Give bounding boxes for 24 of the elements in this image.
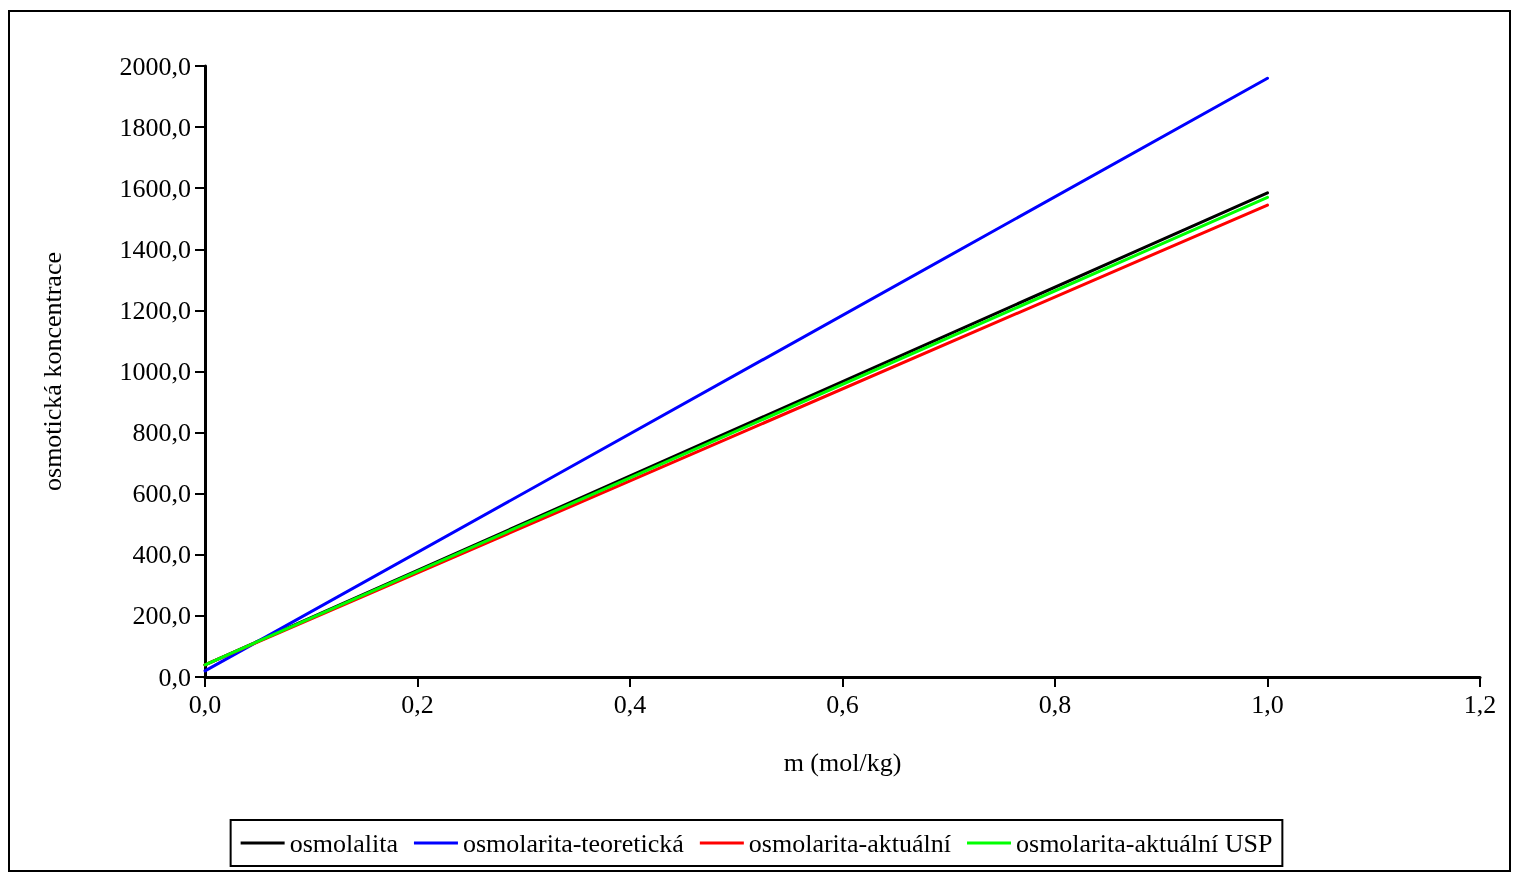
y-tick-label: 1000,0 [119,357,191,386]
legend-label: osmolarita-teoretická [462,828,685,858]
y-tick-label: 200,0 [132,601,191,631]
y-tick-label: 1200,0 [119,295,191,325]
x-tick-label: 1,2 [1463,689,1497,719]
x-axis-title: m (mol/kg) [783,747,902,777]
y-tick-label: 2000,0 [119,51,191,81]
x-tick-label: 0,4 [613,689,647,719]
legend-label: osmolarita-aktuální [748,828,952,858]
y-tick-label: 600,0 [132,479,191,509]
y-tick-label: 1800,0 [119,112,191,142]
x-tick-label: 0,6 [826,689,859,719]
y-tick-label: 800,0 [132,418,191,448]
x-tick-label: 0,8 [1038,689,1072,719]
y-tick-label: 1600,0 [119,173,191,203]
x-tick-label: 0,2 [401,689,434,719]
y-tick-label: 0,0 [158,662,191,692]
y-tick-label: 1400,0 [119,234,191,264]
legend-label: osmolalita [289,828,399,858]
y-tick-label: 400,0 [132,540,191,570]
legend-label: osmolarita-aktuální USP [1016,828,1273,858]
x-tick-label: 1,0 [1251,689,1284,719]
x-tick-label: 0,0 [188,689,222,719]
y-axis-title: osmotická koncentrace [37,252,67,491]
